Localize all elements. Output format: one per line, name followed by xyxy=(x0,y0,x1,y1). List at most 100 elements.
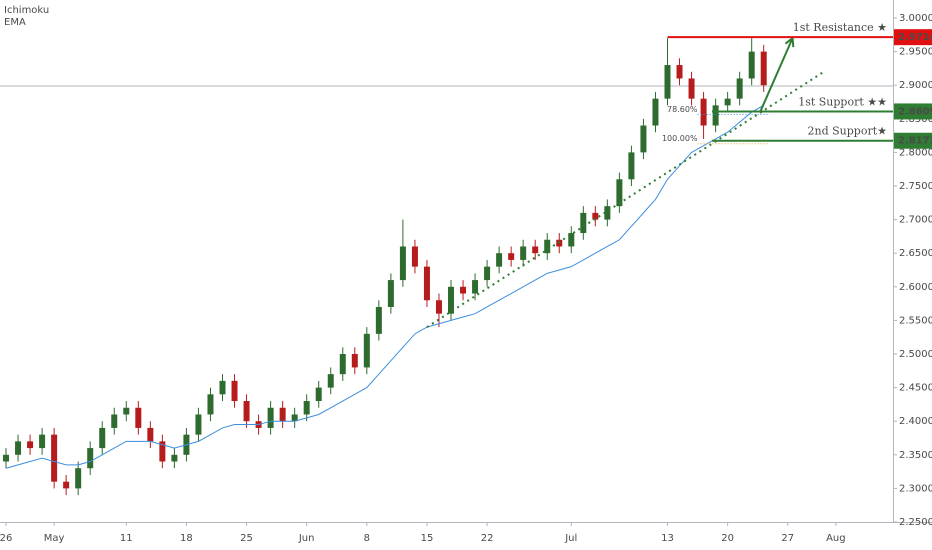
candle-body xyxy=(760,51,767,86)
y-tick-label: 2.45000 xyxy=(899,383,932,394)
candle-body xyxy=(279,407,286,422)
candle-body xyxy=(664,65,671,99)
candle-body xyxy=(592,212,599,220)
fib-label: 78.60% xyxy=(667,105,698,114)
y-tick-label: 2.65000 xyxy=(899,248,932,259)
y-tick-label: 2.80000 xyxy=(899,147,932,158)
x-tick-label: Aug xyxy=(826,533,846,544)
x-tick-label: May xyxy=(44,533,65,544)
candle-body xyxy=(544,239,551,254)
candle-body xyxy=(520,246,527,260)
y-tick-label: 2.90000 xyxy=(899,80,932,91)
candle-body xyxy=(3,454,10,462)
candle-body xyxy=(351,354,358,368)
candle-body xyxy=(267,407,274,428)
candle-body xyxy=(435,300,442,314)
x-tick-label: 20 xyxy=(721,533,734,544)
candle-body xyxy=(411,246,418,267)
y-tick-label: 2.40000 xyxy=(899,416,932,427)
candle-body xyxy=(315,387,322,402)
x-tick-label: Jun xyxy=(298,533,315,544)
candle-body xyxy=(387,280,394,307)
projection-arrow xyxy=(759,37,794,113)
candle-body xyxy=(159,441,166,462)
level-price-box xyxy=(894,29,932,46)
y-tick-label: 2.95000 xyxy=(899,47,932,58)
candle-body xyxy=(171,454,178,462)
fib-label: 100.00% xyxy=(662,134,698,143)
trend-line xyxy=(426,70,825,328)
candle-body xyxy=(219,380,226,395)
candle-body xyxy=(27,441,34,449)
candle-body xyxy=(75,468,82,489)
candle-body xyxy=(712,105,719,126)
x-tick-label: 22 xyxy=(481,533,494,544)
ema-line xyxy=(5,104,764,469)
candle-body xyxy=(700,98,707,126)
x-tick-label: 27 xyxy=(781,533,794,544)
y-tick-label: 2.35000 xyxy=(899,450,932,461)
candle-body xyxy=(460,286,467,294)
candle-body xyxy=(652,98,659,126)
y-tick-label: 3.00000 xyxy=(899,13,932,24)
candle-body xyxy=(724,98,731,106)
candle-body xyxy=(339,354,346,375)
level-price-box xyxy=(894,132,932,149)
y-tick-label: 2.75000 xyxy=(899,181,932,192)
candle-body xyxy=(580,212,587,234)
candle-body xyxy=(628,152,635,180)
y-tick-label: 2.55000 xyxy=(899,315,932,326)
candle-body xyxy=(291,414,298,422)
candle-body xyxy=(399,246,406,281)
level-name: 2nd Support★ xyxy=(808,125,888,138)
candle-body xyxy=(423,266,430,301)
y-tick-label: 2.30000 xyxy=(899,483,932,494)
candle-body xyxy=(63,481,70,489)
level-price-box xyxy=(894,103,932,120)
candle-body xyxy=(195,414,202,435)
candle-body xyxy=(207,394,214,415)
y-tick-label: 2.70000 xyxy=(899,215,932,226)
candle-body xyxy=(135,407,142,428)
x-tick-label: Jul xyxy=(564,533,577,544)
candle-body xyxy=(484,266,491,281)
candle-body xyxy=(375,306,382,334)
candle-body xyxy=(303,401,310,415)
candle-body xyxy=(39,434,46,449)
x-tick-label: 15 xyxy=(421,533,434,544)
candle-body xyxy=(363,333,370,368)
candle-body xyxy=(676,65,683,79)
candle-body xyxy=(111,414,118,428)
x-tick-label: 26 xyxy=(0,533,12,544)
candle-body xyxy=(123,407,130,415)
candle-body xyxy=(532,246,539,254)
candle-body xyxy=(748,51,755,79)
candle-body xyxy=(508,253,515,260)
candle-body xyxy=(496,253,503,267)
level-price: 2.81735 xyxy=(898,136,932,147)
y-tick-label: 2.50000 xyxy=(899,349,932,360)
y-tick-label: 2.60000 xyxy=(899,282,932,293)
candle-body xyxy=(87,448,94,469)
candle-body xyxy=(472,280,479,294)
candle-body xyxy=(327,374,334,388)
indicator-label: Ichimoku xyxy=(4,5,49,16)
candle-body xyxy=(99,427,106,449)
level-price: 2.86093 xyxy=(898,106,932,117)
candle-body xyxy=(231,380,238,402)
candle-body xyxy=(616,179,623,207)
level-name: 1st Resistance ★ xyxy=(793,21,887,34)
candle-body xyxy=(604,206,611,220)
x-tick-label: 18 xyxy=(180,533,193,544)
y-tick-label: 2.25000 xyxy=(899,517,932,528)
candle-body xyxy=(147,427,154,442)
candle-body xyxy=(15,441,22,455)
candle-body xyxy=(448,286,455,314)
candle-body xyxy=(736,78,743,99)
level-name: 1st Support ★★ xyxy=(798,95,887,108)
x-tick-label: 8 xyxy=(364,533,370,544)
x-tick-label: 25 xyxy=(240,533,253,544)
